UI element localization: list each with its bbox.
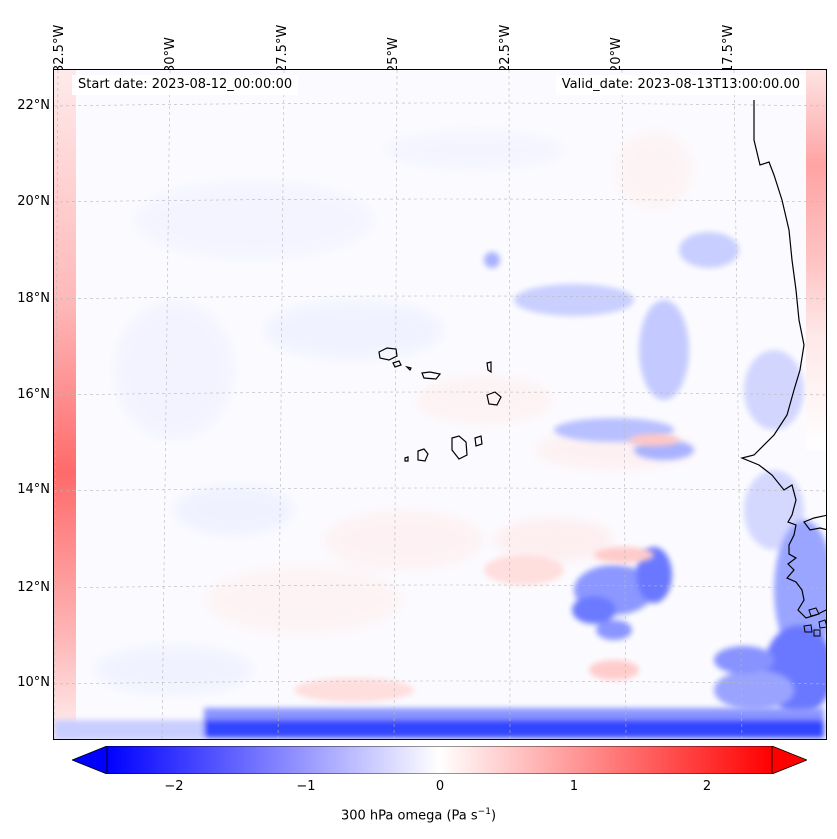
lon-label-17-5w: 17.5°W bbox=[721, 24, 736, 73]
left-boundary-band bbox=[54, 70, 76, 739]
weak-omega-patches bbox=[94, 130, 694, 695]
colorbar-label-unit-exponent: −1 bbox=[477, 807, 491, 817]
colorbar-min-arrow bbox=[72, 746, 108, 774]
colorbar-tick: 2 bbox=[702, 779, 712, 794]
bissagos-islands bbox=[803, 607, 826, 637]
lon-label-22-5w: 22.5°W bbox=[498, 24, 513, 73]
valid-date-label: Valid_date: 2023-08-13T13:00:00.00 bbox=[555, 75, 806, 95]
bottom-boundary-band bbox=[54, 708, 824, 739]
colorbar-tick: −1 bbox=[296, 779, 316, 794]
lat-label-18n: 18°N bbox=[17, 291, 50, 306]
downward-motion-regions bbox=[294, 434, 679, 702]
graticule bbox=[54, 70, 826, 739]
upward-motion-regions bbox=[484, 232, 826, 715]
colorbar-tick: 1 bbox=[569, 779, 579, 794]
colorbar bbox=[72, 746, 807, 774]
colorbar-label-main: 300 hPa omega (Pa s bbox=[340, 808, 478, 824]
lon-label-25w: 25°W bbox=[386, 37, 401, 73]
lat-label-12n: 12°N bbox=[17, 580, 50, 595]
colorbar-ramp bbox=[106, 746, 773, 774]
cape-verde-islands bbox=[378, 347, 502, 462]
colorbar-label-end: ) bbox=[490, 808, 497, 824]
colorbar-tick: −2 bbox=[164, 779, 184, 794]
lat-label-14n: 14°N bbox=[17, 482, 50, 497]
omega-field-map bbox=[54, 70, 826, 739]
colorbar-label: 300 hPa omega (Pa s−1) bbox=[0, 807, 837, 823]
map-panel bbox=[53, 69, 827, 740]
right-boundary-band bbox=[806, 70, 826, 450]
colorbar-max-arrow bbox=[771, 746, 807, 774]
african-coastline bbox=[740, 100, 826, 619]
lat-label-22n: 22°N bbox=[17, 98, 50, 113]
lon-label-27-5w: 27.5°W bbox=[275, 24, 290, 73]
lat-label-16n: 16°N bbox=[17, 387, 50, 402]
colorbar-tick: 0 bbox=[435, 779, 445, 794]
lon-label-30w: 30°W bbox=[163, 37, 178, 73]
lon-label-32-5w: 32.5°W bbox=[52, 24, 67, 73]
lon-label-20w: 20°W bbox=[609, 37, 624, 73]
start-date-label: Start date: 2023-08-12_00:00:00 bbox=[72, 75, 299, 95]
lat-label-20n: 20°N bbox=[17, 194, 50, 209]
lat-label-10n: 10°N bbox=[17, 675, 50, 690]
